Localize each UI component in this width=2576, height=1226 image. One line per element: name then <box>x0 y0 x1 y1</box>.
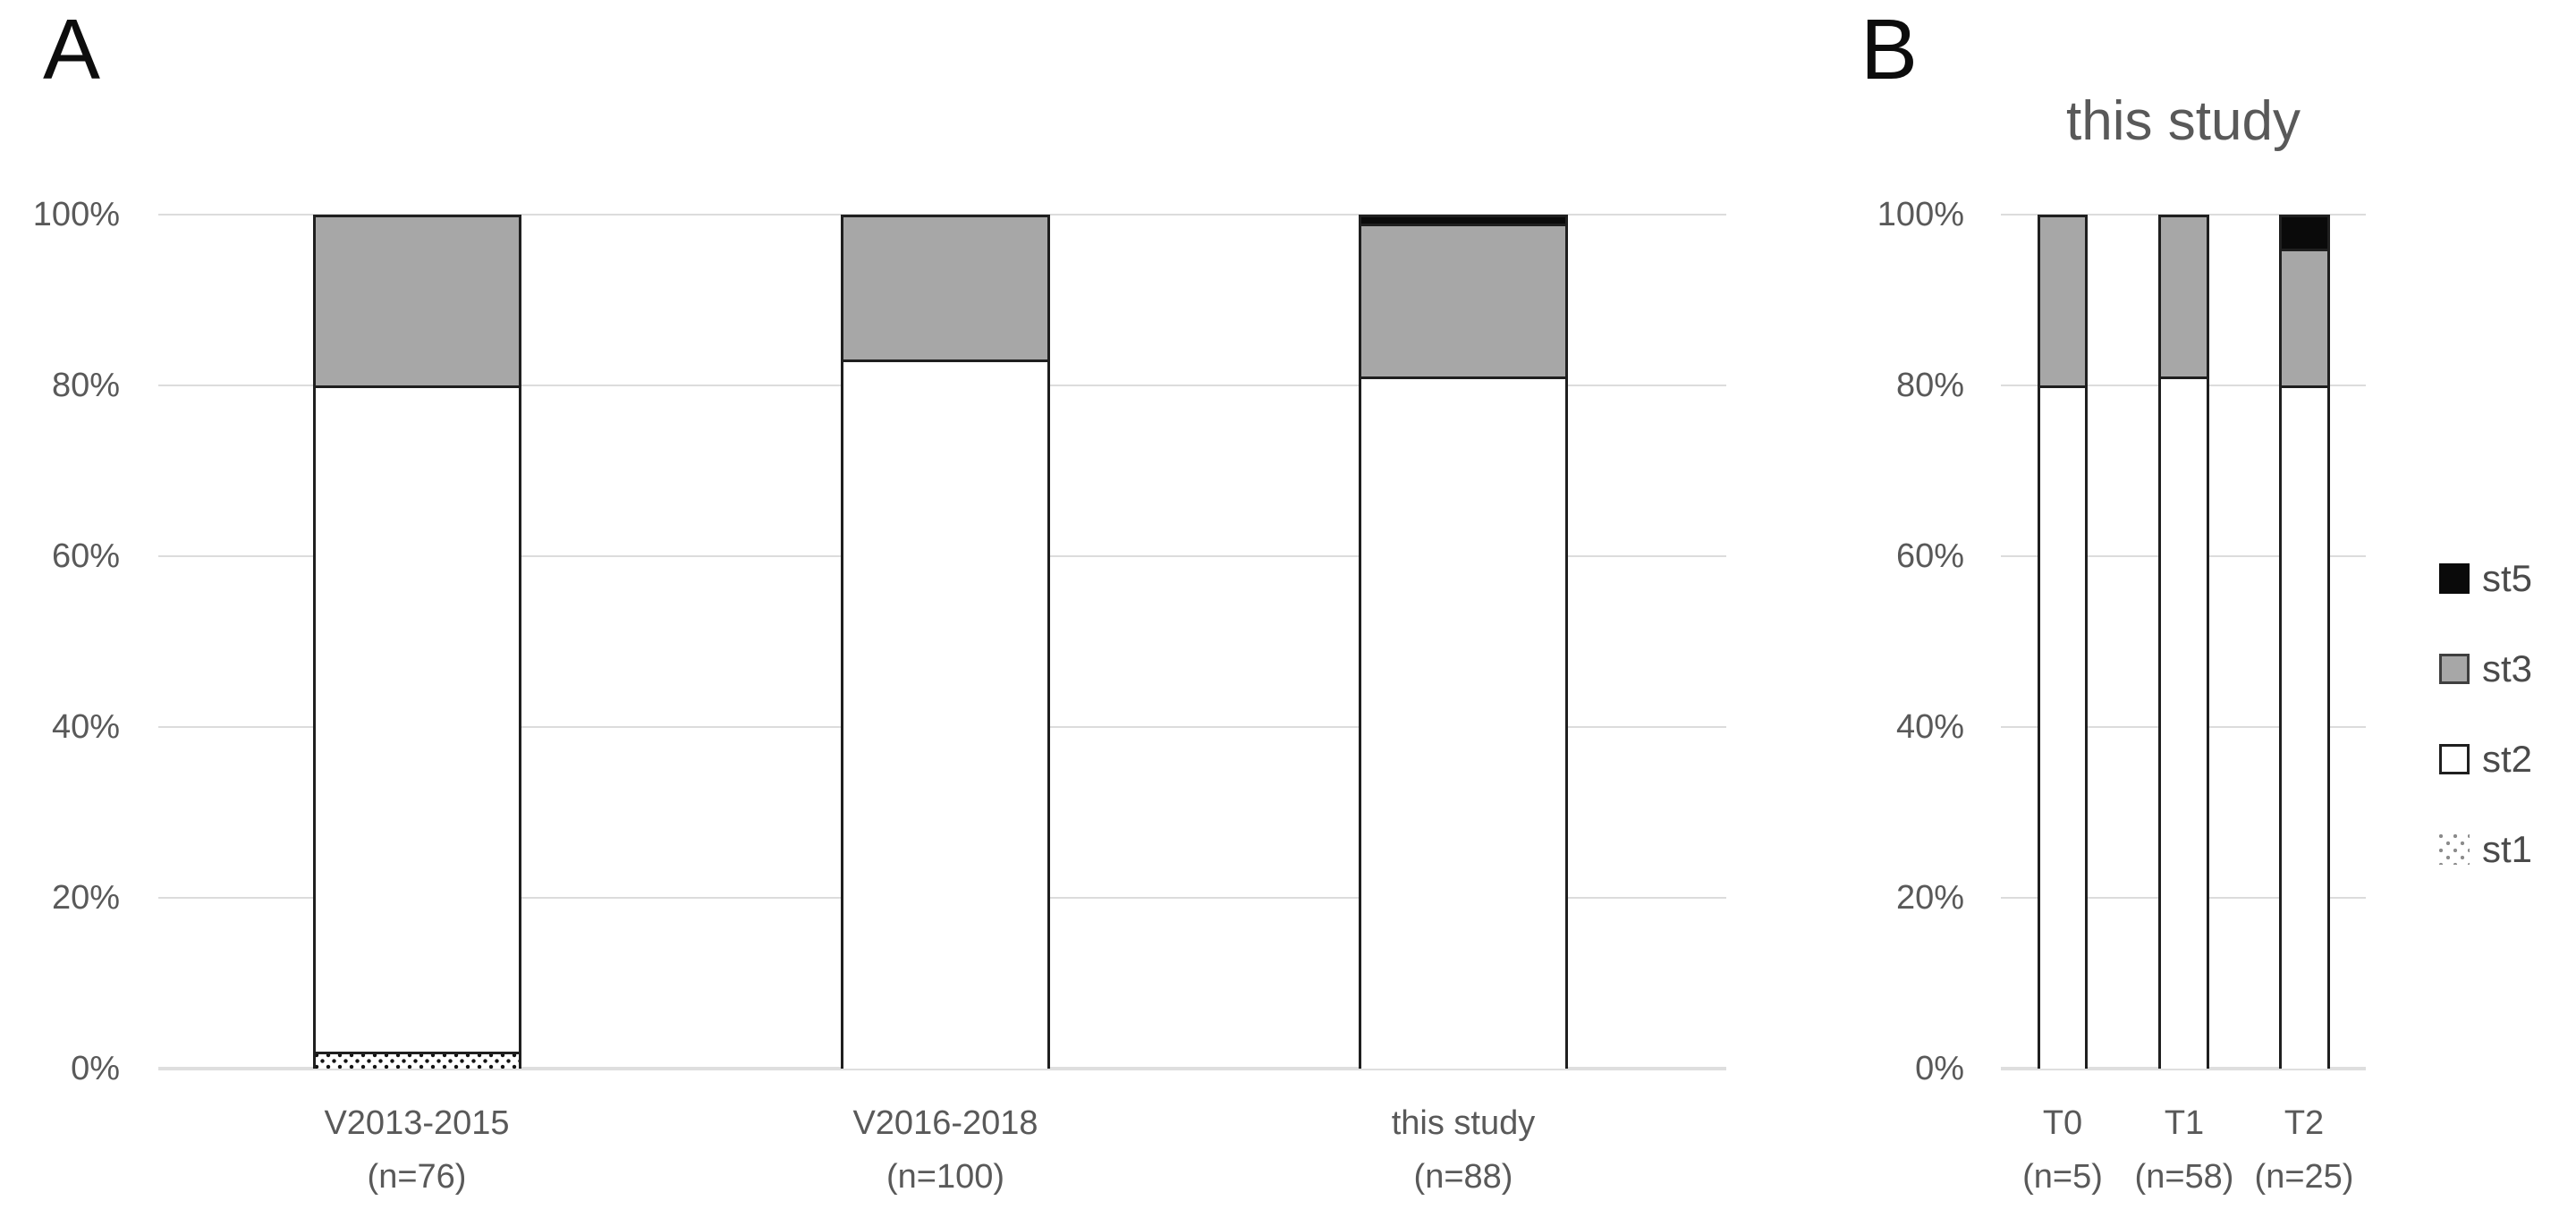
y-tick-a-20: 20% <box>51 879 120 917</box>
bar-v2013-2015 <box>313 215 521 1069</box>
legend-swatch-st2-icon <box>2439 744 2470 774</box>
segment-st5 <box>2279 215 2330 249</box>
segment-st3 <box>1359 223 1568 377</box>
category-label: T1 <box>2164 1104 2205 1142</box>
segment-st2 <box>2158 376 2209 1069</box>
segment-st3 <box>313 215 521 386</box>
segment-st3 <box>2038 215 2088 385</box>
segment-st3 <box>841 214 1050 360</box>
bar-t1 <box>2158 214 2209 1069</box>
category-sublabel: (n=58) <box>2134 1158 2234 1196</box>
x-label-t1: T1 (n=58) <box>2077 1102 2292 1209</box>
y-tick-b-40: 40% <box>1895 708 1964 746</box>
y-tick-a-40: 40% <box>51 708 120 746</box>
segment-st3 <box>2158 214 2209 377</box>
panel-b-title: this study <box>2066 90 2301 152</box>
legend-item-st5: st5 <box>2439 560 2532 597</box>
bar-v2016-2018 <box>841 214 1050 1069</box>
y-tick-b-0: 0% <box>1915 1050 1964 1087</box>
category-label: V2013-2015 <box>324 1104 510 1142</box>
category-sublabel: (n=100) <box>886 1158 1005 1196</box>
y-tick-a-80: 80% <box>51 367 120 404</box>
category-label: T2 <box>2284 1104 2325 1142</box>
y-tick-b-20: 20% <box>1895 879 1964 917</box>
legend-item-st3: st3 <box>2439 650 2532 688</box>
segment-st2 <box>313 385 521 1052</box>
segment-st2 <box>841 359 1050 1069</box>
x-label-t0: T0 (n=5) <box>1955 1102 2170 1209</box>
x-label-v2013-2015: V2013-2015 (n=76) <box>238 1102 596 1209</box>
segment-st2 <box>2279 385 2330 1069</box>
gridline-a-0 <box>158 1067 1726 1070</box>
segment-st2 <box>1359 376 1568 1069</box>
legend-label: st3 <box>2482 647 2533 689</box>
category-sublabel: (n=76) <box>367 1158 467 1196</box>
y-tick-a-60: 60% <box>51 537 120 575</box>
legend-item-st1: st1 <box>2439 831 2532 868</box>
category-sublabel: (n=88) <box>1413 1158 1513 1196</box>
category-label: V2016-2018 <box>852 1104 1038 1142</box>
y-tick-a-0: 0% <box>71 1050 120 1087</box>
category-label: T0 <box>2042 1104 2083 1142</box>
x-label-v2016-2018: V2016-2018 (n=100) <box>767 1102 1124 1209</box>
gridline-b-0 <box>2001 1067 2366 1070</box>
category-sublabel: (n=5) <box>2022 1158 2103 1196</box>
segment-st3 <box>2279 249 2330 385</box>
bar-this-study-a <box>1359 214 1568 1069</box>
segment-st2 <box>2038 385 2088 1069</box>
x-label-t2: T2 (n=25) <box>2197 1102 2411 1209</box>
segment-st5 <box>1359 214 1568 224</box>
legend-swatch-st5-icon <box>2439 563 2470 594</box>
y-tick-b-100: 100% <box>1877 196 1964 233</box>
segment-st1 <box>313 1051 521 1069</box>
legend-item-st2: st2 <box>2439 740 2532 778</box>
bar-t2 <box>2279 215 2330 1069</box>
legend-swatch-st1-icon <box>2439 834 2470 865</box>
y-tick-a-100: 100% <box>32 196 120 233</box>
category-sublabel: (n=25) <box>2254 1158 2354 1196</box>
y-tick-b-60: 60% <box>1895 537 1964 575</box>
y-tick-b-80: 80% <box>1895 367 1964 404</box>
legend-label: st5 <box>2482 557 2533 599</box>
legend-label: st1 <box>2482 828 2533 870</box>
panel-a-letter: A <box>43 2 101 97</box>
legend: st5 st3 st2 st1 <box>2439 560 2532 868</box>
legend-swatch-st3-icon <box>2439 654 2470 684</box>
bar-t0 <box>2038 215 2088 1069</box>
category-label: this study <box>1391 1104 1536 1142</box>
legend-label: st2 <box>2482 738 2533 780</box>
panel-b-letter: B <box>1860 2 1919 97</box>
x-label-this-study: this study (n=88) <box>1284 1102 1642 1209</box>
